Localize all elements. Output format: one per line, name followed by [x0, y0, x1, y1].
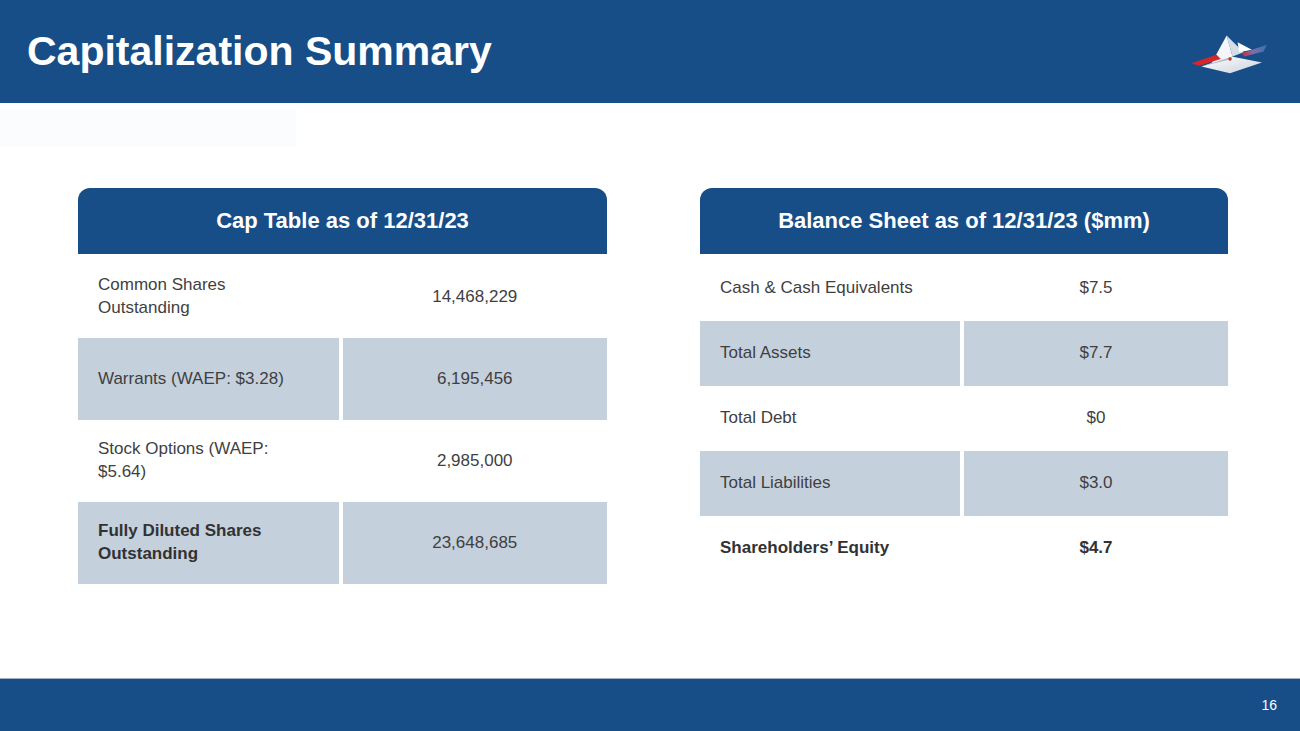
row-label: Fully Diluted Shares Outstanding: [78, 502, 343, 584]
row-label: Total Debt: [700, 386, 964, 451]
balance-sheet-table: Balance Sheet as of 12/31/23 ($mm) Cash …: [700, 188, 1228, 581]
balance-sheet-title: Balance Sheet as of 12/31/23 ($mm): [778, 208, 1150, 234]
cap-table-header: Cap Table as of 12/31/23: [78, 188, 607, 254]
row-label: Cash & Cash Equivalents: [700, 256, 964, 321]
row-value: $0: [964, 386, 1228, 451]
row-label: Common Shares Outstanding: [78, 256, 343, 338]
page-number: 16: [1261, 697, 1300, 713]
paper-plane-logo-icon: [1188, 28, 1272, 80]
row-value: 2,985,000: [343, 420, 608, 502]
table-row: Stock Options (WAEP: $5.64) 2,985,000: [78, 420, 607, 502]
table-row: Common Shares Outstanding 14,468,229: [78, 256, 607, 338]
row-label: Total Liabilities: [700, 451, 964, 516]
table-row: Shareholders’ Equity $4.7: [700, 516, 1228, 581]
row-value: $3.0: [964, 451, 1228, 516]
row-value: $7.5: [964, 256, 1228, 321]
cap-table-body: Common Shares Outstanding 14,468,229 War…: [78, 256, 607, 584]
table-row: Total Liabilities $3.0: [700, 451, 1228, 516]
banner-shadow-strip: [0, 110, 296, 147]
row-value: $4.7: [964, 516, 1228, 581]
row-label: Stock Options (WAEP: $5.64): [78, 420, 343, 502]
row-value: $7.7: [964, 321, 1228, 386]
row-value: 6,195,456: [343, 338, 608, 420]
title-banner: Capitalization Summary: [0, 0, 1300, 103]
table-row: Total Debt $0: [700, 386, 1228, 451]
row-label: Warrants (WAEP: $3.28): [78, 338, 343, 420]
row-label: Total Assets: [700, 321, 964, 386]
cap-table: Cap Table as of 12/31/23 Common Shares O…: [78, 188, 607, 584]
balance-sheet-body: Cash & Cash Equivalents $7.5 Total Asset…: [700, 256, 1228, 581]
table-row: Warrants (WAEP: $3.28) 6,195,456: [78, 338, 607, 420]
row-value: 14,468,229: [343, 256, 608, 338]
table-row: Cash & Cash Equivalents $7.5: [700, 256, 1228, 321]
cap-table-title: Cap Table as of 12/31/23: [216, 208, 469, 234]
footer-bar: 16: [0, 678, 1300, 731]
table-row: Fully Diluted Shares Outstanding 23,648,…: [78, 502, 607, 584]
slide-title: Capitalization Summary: [0, 28, 492, 75]
table-row: Total Assets $7.7: [700, 321, 1228, 386]
row-value: 23,648,685: [343, 502, 608, 584]
balance-sheet-header: Balance Sheet as of 12/31/23 ($mm): [700, 188, 1228, 254]
slide: Capitalization Summary: [0, 0, 1300, 731]
row-label: Shareholders’ Equity: [700, 516, 964, 581]
